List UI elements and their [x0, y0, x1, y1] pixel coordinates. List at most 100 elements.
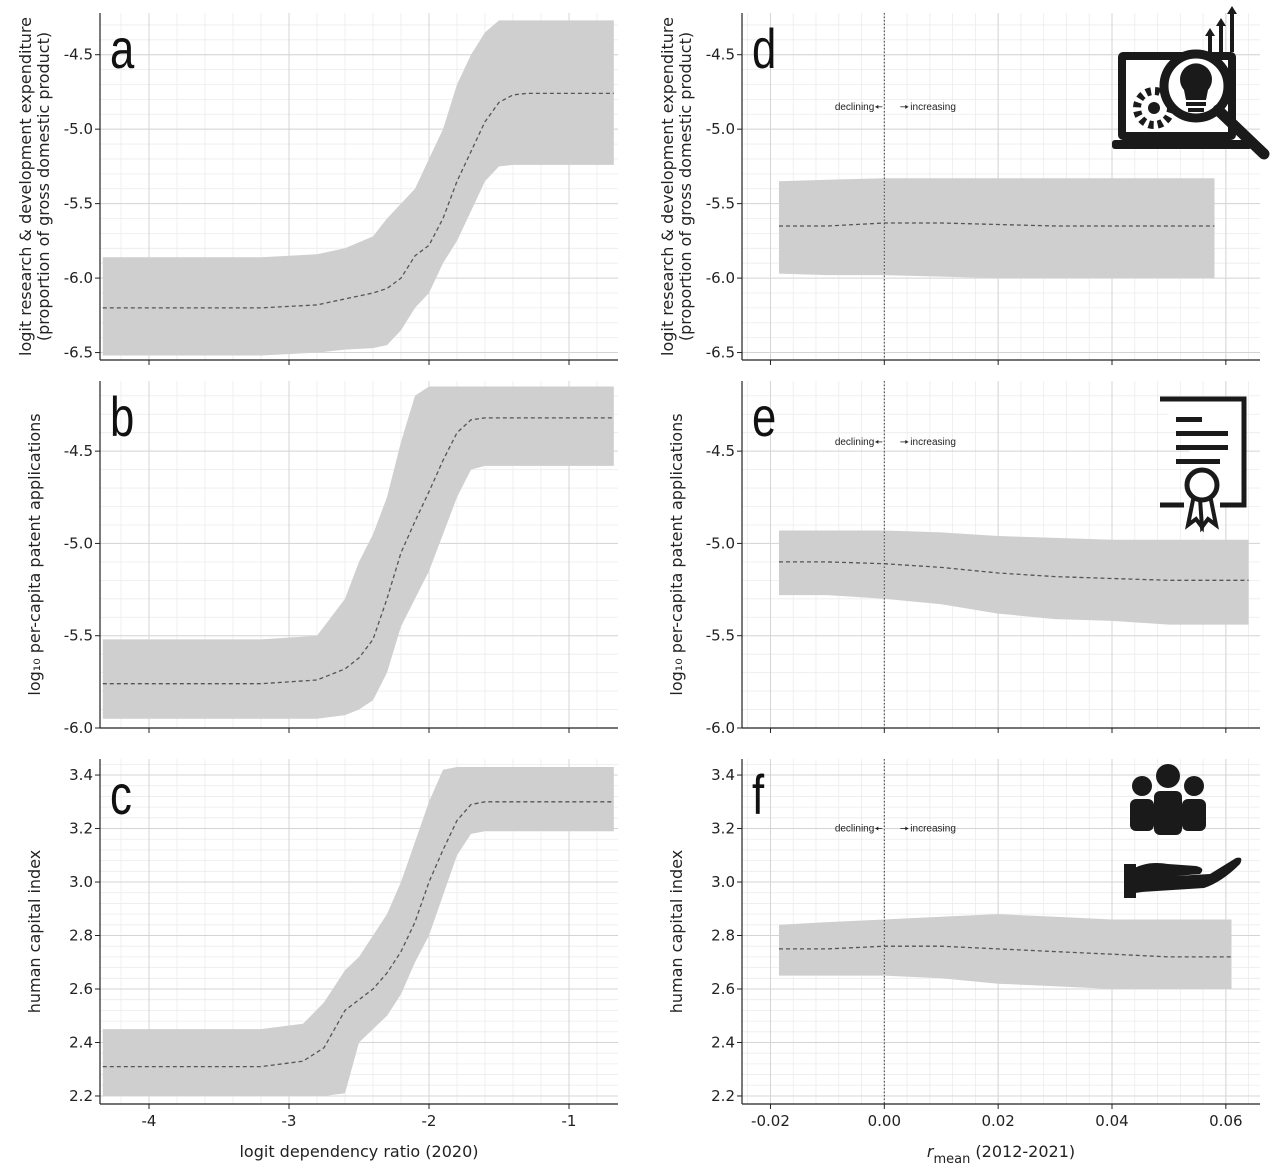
panel-b: -4.5 -5.0 -5.5 -6.0 log₁₀ per-capita patent … — [25, 381, 618, 737]
annotation-declining: declining — [835, 824, 874, 835]
y-axis-title: log₁₀ per-capita patent applications — [25, 413, 44, 695]
x-axis-title: logit dependency ratio (2020) — [239, 1142, 478, 1161]
y-axis-title: (proportion of gross domestic product) — [34, 32, 53, 341]
y-tick-label: 3.2 — [69, 820, 93, 838]
lightbulb-base — [1186, 102, 1206, 106]
y-tick-label: -6.0 — [706, 269, 735, 287]
y-tick-label: -6.5 — [64, 344, 93, 362]
y-tick-label: -6.5 — [706, 344, 735, 362]
certificate-paper — [1160, 396, 1247, 508]
y-tick-label: 2.8 — [69, 927, 93, 945]
y-tick-label: 3.0 — [711, 873, 735, 891]
panel-letter: c — [110, 764, 132, 826]
person-body — [1130, 799, 1154, 831]
arrowhead-left-icon — [875, 439, 879, 444]
confidence-band — [102, 767, 614, 1096]
y-axis-title: logit research & development expenditure — [16, 17, 35, 356]
person-body — [1182, 799, 1206, 831]
y-tick-label: -6.0 — [706, 719, 735, 737]
lightbulb — [1180, 63, 1212, 100]
x-tick-label: -1 — [562, 1112, 577, 1130]
y-tick-label: -5.0 — [64, 120, 93, 138]
x-tick-label: 0.06 — [1209, 1112, 1242, 1130]
y-tick-label: 2.2 — [69, 1087, 93, 1105]
certificate-icon — [1160, 396, 1247, 533]
lightbulb-base — [1188, 108, 1204, 112]
certificate-text-line — [1176, 417, 1202, 422]
y-tick-label: 2.6 — [711, 980, 735, 998]
y-tick-label: 3.2 — [711, 820, 735, 838]
person-body — [1154, 791, 1182, 835]
certificate-text-line — [1176, 445, 1228, 450]
y-tick-label: 2.2 — [711, 1087, 735, 1105]
person-head — [1184, 776, 1204, 796]
confidence-band — [102, 20, 614, 356]
arrowhead-right-icon — [905, 826, 909, 831]
growth-arrowhead — [1227, 6, 1237, 14]
y-axis-title: human capital index — [25, 850, 44, 1013]
mean-line — [102, 417, 614, 685]
y-tick-label: 2.4 — [69, 1033, 93, 1051]
confidence-band — [779, 530, 1249, 625]
y-tick-label: -4.5 — [64, 442, 93, 460]
x-tick-label: 0.04 — [1095, 1112, 1128, 1130]
y-tick-label: -5.5 — [64, 195, 93, 213]
people-in-hand-icon — [1124, 764, 1242, 898]
x-tick-label: -0.02 — [751, 1112, 790, 1130]
annotation-increasing: increasing — [910, 824, 956, 835]
x-tick-label: -3 — [282, 1112, 297, 1130]
x-tick-label: -2 — [422, 1112, 437, 1130]
mean-line — [102, 92, 614, 309]
panel-e: declining increasing -4.5 -5.0 -5.5 -6.0 log₁₀… — [667, 381, 1260, 737]
y-axis-title: logit research & development expenditure — [658, 17, 677, 356]
certificate-text-line — [1176, 431, 1228, 436]
y-tick-label: -5.5 — [706, 195, 735, 213]
y-tick-label: -4.5 — [706, 46, 735, 64]
annotation-declining: declining — [835, 437, 874, 448]
confidence-band — [779, 914, 1232, 989]
x-tick-label: 0.00 — [868, 1112, 901, 1130]
y-tick-label: 2.8 — [711, 927, 735, 945]
panel-c: 2.2 2.4 2.6 2.8 3.0 3.2 3.4 -4 -3 -2 -1 logit depen… — [25, 759, 618, 1161]
laptop-base — [1112, 140, 1252, 149]
arrowhead-left-icon — [875, 104, 879, 109]
y-axis-title: human capital index — [667, 850, 686, 1013]
hand — [1128, 857, 1242, 894]
hand-cuff — [1124, 864, 1136, 898]
confidence-band — [102, 386, 614, 719]
arrowhead-right-icon — [905, 439, 909, 444]
panel-letter: b — [110, 386, 134, 448]
annotation-increasing: increasing — [910, 102, 956, 113]
y-tick-label: 2.4 — [711, 1033, 735, 1051]
y-axis-title: (proportion of gross domestic product) — [676, 32, 695, 341]
person-head — [1156, 764, 1180, 788]
panel-letter: d — [752, 18, 776, 80]
arrowhead-left-icon — [875, 826, 879, 831]
annotation-declining: declining — [835, 102, 874, 113]
arrowhead-right-icon — [905, 104, 909, 109]
y-tick-label: 3.4 — [69, 766, 93, 784]
y-axis-title: log₁₀ per-capita patent applications — [667, 413, 686, 695]
confidence-band — [779, 178, 1215, 279]
seal — [1184, 467, 1220, 503]
panel-letter: f — [752, 764, 765, 826]
panel-f: declining increasing 2.2 2.4 2.6 2.8 3.0 3.2 3.4… — [667, 759, 1260, 1167]
mean-line — [102, 801, 614, 1068]
growth-arrowhead — [1205, 28, 1215, 36]
y-tick-label: -4.5 — [64, 46, 93, 64]
person-head — [1132, 776, 1152, 796]
gear-hub — [1148, 102, 1160, 114]
x-tick-label: 0.02 — [981, 1112, 1014, 1130]
y-tick-label: -5.0 — [706, 120, 735, 138]
growth-arrowhead — [1216, 18, 1226, 26]
y-tick-label: 3.0 — [69, 873, 93, 891]
y-tick-label: 3.4 — [711, 766, 735, 784]
innovation-icon — [1112, 6, 1270, 160]
mean-line — [779, 222, 1215, 227]
x-axis-title: rmean (2012-2021) — [927, 1142, 1075, 1167]
panel-letter: a — [110, 18, 134, 80]
mean-line — [779, 561, 1249, 581]
y-tick-label: -5.5 — [64, 627, 93, 645]
magnifier-handle — [1212, 104, 1270, 160]
